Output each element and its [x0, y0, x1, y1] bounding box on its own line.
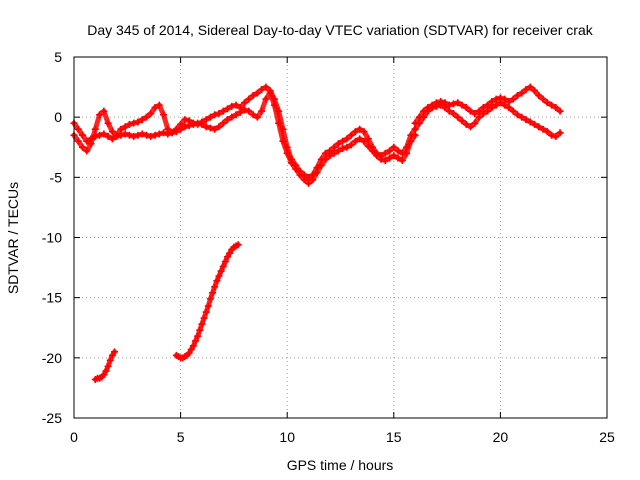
y-tick-label: -15 — [42, 290, 62, 306]
x-tick-label: 0 — [70, 429, 78, 445]
series-trace — [71, 90, 418, 186]
x-tick-label: 10 — [279, 429, 295, 445]
x-tick-labels: 0 5 10 15 20 25 — [70, 429, 615, 445]
series-trace — [92, 349, 118, 382]
x-tick-label: 20 — [493, 429, 509, 445]
chart-title: Day 345 of 2014, Sidereal Day-to-day VTE… — [87, 22, 593, 38]
series-trace — [412, 100, 563, 139]
y-tick-label: -20 — [42, 350, 62, 366]
series-trace — [71, 84, 418, 180]
y-tick-label: 5 — [54, 49, 62, 65]
x-tick-label: 5 — [177, 429, 185, 445]
data-points — [70, 83, 564, 383]
x-tick-label: 15 — [386, 429, 402, 445]
series-trace — [412, 84, 563, 126]
y-tick-label: -10 — [42, 230, 62, 246]
y-tick-label: -25 — [42, 410, 62, 426]
series-upper-band-d — [411, 99, 564, 140]
y-tick-label: 0 — [54, 109, 62, 125]
series-lower-segment-2 — [172, 241, 242, 362]
plot-frame — [73, 56, 608, 419]
series-trace — [173, 242, 241, 361]
series-upper-band-a — [70, 83, 419, 181]
series-upper-band-b — [70, 89, 419, 187]
y-tick-label: -5 — [50, 169, 63, 185]
y-axis-title: SDTVAR / TECUs — [5, 182, 21, 294]
y-tick-labels: 5 0 -5 -10 -15 -20 -25 — [42, 49, 62, 426]
x-axis-title: GPS time / hours — [287, 457, 394, 473]
series-lower-segment-1 — [91, 348, 119, 383]
series-upper-band-c — [411, 83, 564, 127]
x-tick-label: 25 — [599, 429, 615, 445]
